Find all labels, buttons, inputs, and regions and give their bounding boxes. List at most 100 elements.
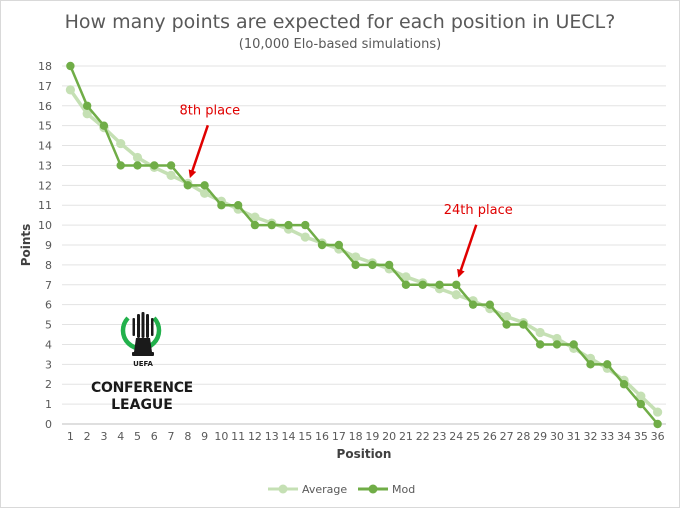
x-tick-label: 24 xyxy=(449,430,463,443)
y-tick-label: 5 xyxy=(45,319,52,332)
x-tick-label: 18 xyxy=(349,430,363,443)
x-tick-label: 31 xyxy=(567,430,581,443)
data-point-mod xyxy=(82,101,92,110)
y-tick-label: 11 xyxy=(38,199,52,212)
data-point-average xyxy=(300,232,310,242)
y-tick-label: 10 xyxy=(38,219,52,232)
data-point-average xyxy=(502,312,512,322)
legend-mod-label: Mod xyxy=(392,483,415,496)
logo-uefa-text: UEFA xyxy=(133,360,153,368)
data-point-mod xyxy=(619,380,629,389)
data-point-average xyxy=(166,170,176,180)
data-point-mod xyxy=(301,220,310,230)
x-tick-label: 9 xyxy=(201,430,208,443)
data-point-mod xyxy=(284,220,293,230)
data-point-average xyxy=(451,290,461,300)
data-point-average xyxy=(552,333,562,344)
data-point-mod xyxy=(418,280,427,289)
data-point-mod xyxy=(636,399,646,409)
series-mod xyxy=(66,61,662,429)
y-tick-label: 15 xyxy=(38,120,52,133)
data-point-mod xyxy=(435,280,444,289)
y-tick-label: 0 xyxy=(45,418,52,431)
data-point-average xyxy=(636,391,646,401)
data-point-mod xyxy=(519,320,528,329)
annotation-label: 24th place xyxy=(444,203,513,218)
y-tick-label: 4 xyxy=(45,338,52,351)
data-point-average xyxy=(351,252,361,262)
data-point-mod xyxy=(183,181,193,190)
y-tick-label: 16 xyxy=(38,100,52,113)
gridlines xyxy=(62,65,666,425)
x-tick-label: 8 xyxy=(184,430,191,443)
x-tick-label: 11 xyxy=(231,430,245,443)
trophy-icon xyxy=(132,312,154,356)
legend: Average Mod xyxy=(268,483,415,496)
data-point-average xyxy=(116,138,126,149)
data-point-mod xyxy=(133,161,142,170)
data-point-average xyxy=(65,85,75,95)
y-tick-label: 13 xyxy=(38,159,52,172)
x-tick-label: 23 xyxy=(433,430,447,443)
y-tick-label: 17 xyxy=(38,80,52,93)
data-point-mod xyxy=(368,260,377,270)
x-tick-label: 17 xyxy=(332,430,346,443)
x-tick-label: 21 xyxy=(399,430,413,443)
annotations: 8th place 24th place xyxy=(179,103,513,278)
data-point-mod xyxy=(99,121,109,130)
x-axis-label: Position xyxy=(337,447,392,461)
data-point-average xyxy=(200,188,210,198)
y-tick-label: 3 xyxy=(45,358,52,371)
data-point-mod xyxy=(401,280,411,289)
y-tick-label: 9 xyxy=(45,239,52,252)
x-tick-label: 16 xyxy=(315,430,329,443)
data-point-mod xyxy=(334,240,344,250)
x-tick-label: 30 xyxy=(550,430,564,443)
data-point-mod xyxy=(603,360,612,369)
y-tick-label: 8 xyxy=(45,259,52,272)
y-tick-label: 2 xyxy=(45,378,52,391)
chart-title: How many points are expected for each po… xyxy=(65,11,616,33)
x-tick-label: 27 xyxy=(500,430,514,443)
x-tick-label: 7 xyxy=(168,430,175,443)
data-point-mod xyxy=(150,161,159,170)
x-tick-label: 35 xyxy=(634,430,648,443)
x-tick-label: 33 xyxy=(600,430,614,443)
data-point-mod xyxy=(166,161,176,170)
logo-league-text: LEAGUE xyxy=(111,397,173,413)
data-point-mod xyxy=(653,419,662,429)
data-point-mod xyxy=(250,220,260,230)
data-point-mod xyxy=(116,161,125,170)
x-tick-label: 6 xyxy=(151,430,158,443)
x-tick-label: 13 xyxy=(265,430,279,443)
series-layer xyxy=(65,61,663,429)
conference-league-logo: UEFA CONFERENCE LEAGUE xyxy=(91,312,193,413)
data-point-mod xyxy=(552,340,562,349)
x-tick-label: 1 xyxy=(67,430,74,443)
x-tick-label: 25 xyxy=(466,430,480,443)
data-point-mod xyxy=(66,61,75,71)
x-tick-label: 2 xyxy=(84,430,91,443)
data-point-average xyxy=(535,327,545,338)
x-tick-label: 4 xyxy=(117,430,124,443)
annotation-arrow-icon xyxy=(457,224,478,278)
x-tick-label: 19 xyxy=(365,430,379,443)
annotation-arrow-icon xyxy=(188,124,210,179)
legend-average-marker xyxy=(278,484,288,494)
x-tick-label: 28 xyxy=(516,430,530,443)
y-tick-label: 14 xyxy=(38,140,52,153)
data-point-average xyxy=(250,212,260,222)
y-tick-label: 1 xyxy=(45,398,52,411)
x-tick-label: 22 xyxy=(416,430,430,443)
data-point-mod xyxy=(452,280,461,289)
data-point-average xyxy=(132,152,143,163)
data-point-mod xyxy=(535,340,545,349)
data-point-mod xyxy=(233,201,243,210)
data-point-mod xyxy=(384,260,394,270)
x-tick-label: 29 xyxy=(533,430,547,443)
chart-subtitle: (10,000 Elo-based simulations) xyxy=(239,37,441,52)
x-axis-ticks: 1 2 3 4 5 6 7 8 9 10 11 12 13 14 15 16 17 18 19 20 21 22 23 24 2… xyxy=(67,430,665,443)
